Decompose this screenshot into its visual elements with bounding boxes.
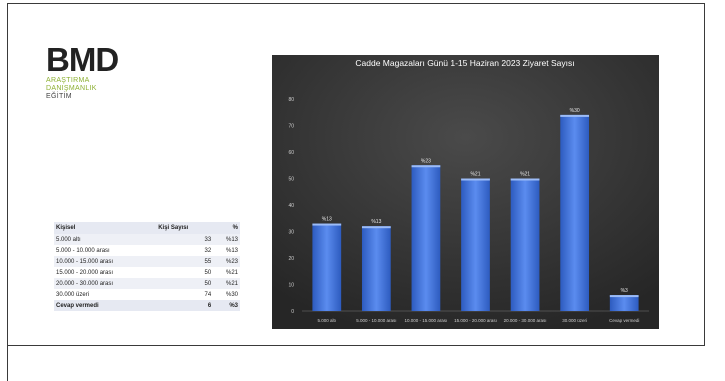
x-tick-label: 20.000 - 30.000 arası (504, 318, 547, 323)
chart-bar (560, 114, 590, 312)
table-header-cell: Kişisel (54, 222, 157, 234)
table-cell: 33 (156, 234, 214, 245)
summary-table-wrap: Kişisel Kişi Sayısı % 5.000 altı 33 %13 … (54, 222, 240, 311)
chart-bar (411, 165, 441, 311)
y-tick-label: 30 (288, 230, 294, 236)
brand-line-2: DANIŞMANLIK (46, 85, 97, 92)
table-cell: 30.000 üzeri (56, 291, 90, 298)
bar-chart: Cadde Magazaları Günü 1-15 Haziran 2023 … (272, 55, 659, 329)
chart-bar (312, 223, 342, 311)
y-tick-label: 10 (288, 283, 294, 289)
brand-line-1: ARAŞTIRMA (46, 77, 90, 84)
y-tick-label: 20 (288, 256, 294, 262)
brand-logo: BMD (46, 41, 119, 78)
table-row: Cevap vermedi 6 %3 (54, 300, 240, 311)
table-header-cell: % (213, 222, 240, 234)
x-tick-label: 30.000 üzeri (562, 318, 587, 323)
data-label: %30 (570, 108, 580, 114)
table-cell: %13 (213, 234, 240, 245)
chart-title: Cadde Magazaları Günü 1-15 Haziran 2023 … (355, 58, 574, 68)
x-tick-label: 5.000 altı (318, 318, 337, 323)
x-tick-label: 15.000 - 20.000 arası (454, 318, 497, 323)
chart-bar-cap (461, 178, 490, 181)
table-cell: 50 (204, 269, 212, 276)
table-row: 10.000 - 15.000 arası 55 %23 (54, 256, 240, 267)
table-cell: %21 (213, 278, 240, 289)
slide-gutter (7, 345, 8, 381)
table-cell: 5.000 - 10.000 arası (56, 247, 110, 254)
data-label: %21 (520, 172, 530, 178)
table-cell: 15.000 - 20.000 arası (56, 269, 114, 276)
brand-block: BMD ARAŞTIRMA DANIŞMANLIK EĞİTİM (46, 41, 119, 101)
table-row: 15.000 - 20.000 arası 50 %21 (54, 267, 240, 278)
table-row: 5.000 altı 33 %13 (54, 234, 240, 245)
table-cell: 55 (156, 256, 214, 267)
table-cell: 50 (156, 278, 214, 289)
table-cell: %21 (225, 269, 238, 276)
chart-bar-cap (312, 223, 342, 226)
chart-bar (609, 295, 639, 311)
y-tick-label: 70 (288, 124, 294, 130)
y-tick-label: 0 (291, 309, 294, 315)
table-cell: %3 (213, 300, 240, 311)
y-tick-label: 60 (288, 150, 294, 156)
chart-bar-cap (510, 178, 540, 181)
table-cell: 10.000 - 15.000 arası (54, 256, 157, 267)
table-cell: 20.000 - 30.000 arası (54, 278, 157, 289)
data-label: %23 (421, 158, 431, 164)
table-cell: 74 (204, 291, 212, 298)
chart-bar-cap (560, 114, 590, 117)
y-tick-label: 80 (288, 97, 294, 103)
table-cell: %30 (225, 291, 238, 298)
table-cell: %23 (213, 256, 240, 267)
table-cell: %13 (225, 247, 238, 254)
table-row: 30.000 üzeri 74 %30 (54, 289, 240, 300)
table-cell: 6 (156, 300, 214, 311)
chart-bar (510, 178, 540, 311)
chart-bar (361, 226, 391, 311)
x-tick-label: 10.000 - 15.000 arası (405, 318, 448, 323)
table-cell: 5.000 altı (54, 234, 157, 245)
table-header-row: Kişisel Kişi Sayısı % (54, 222, 240, 234)
table-row: 20.000 - 30.000 arası 50 %21 (54, 278, 240, 289)
table-cell: Cevap vermedi (54, 300, 157, 311)
chart-container: Cadde Magazaları Günü 1-15 Haziran 2023 … (272, 55, 659, 329)
chart-bar-cap (609, 295, 639, 298)
table-cell: 32 (204, 247, 212, 254)
data-label: %3 (621, 288, 628, 294)
data-label: %13 (322, 217, 332, 223)
data-label: %21 (470, 172, 480, 178)
data-label: %13 (371, 219, 381, 225)
chart-bar-cap (411, 165, 441, 168)
y-tick-label: 40 (288, 203, 294, 209)
chart-bar (461, 178, 490, 311)
table-row: 5.000 - 10.000 arası 32 %13 (54, 245, 240, 256)
x-tick-label: 5.000 - 10.000 arası (356, 318, 396, 323)
brand-line-3: EĞİTİM (46, 93, 72, 100)
table-header-cell: Kişi Sayısı (156, 222, 214, 234)
chart-bar-cap (361, 226, 391, 229)
x-tick-label: Cevap vermedi (609, 318, 639, 323)
summary-table: Kişisel Kişi Sayısı % 5.000 altı 33 %13 … (54, 222, 240, 311)
y-tick-label: 50 (288, 177, 294, 183)
